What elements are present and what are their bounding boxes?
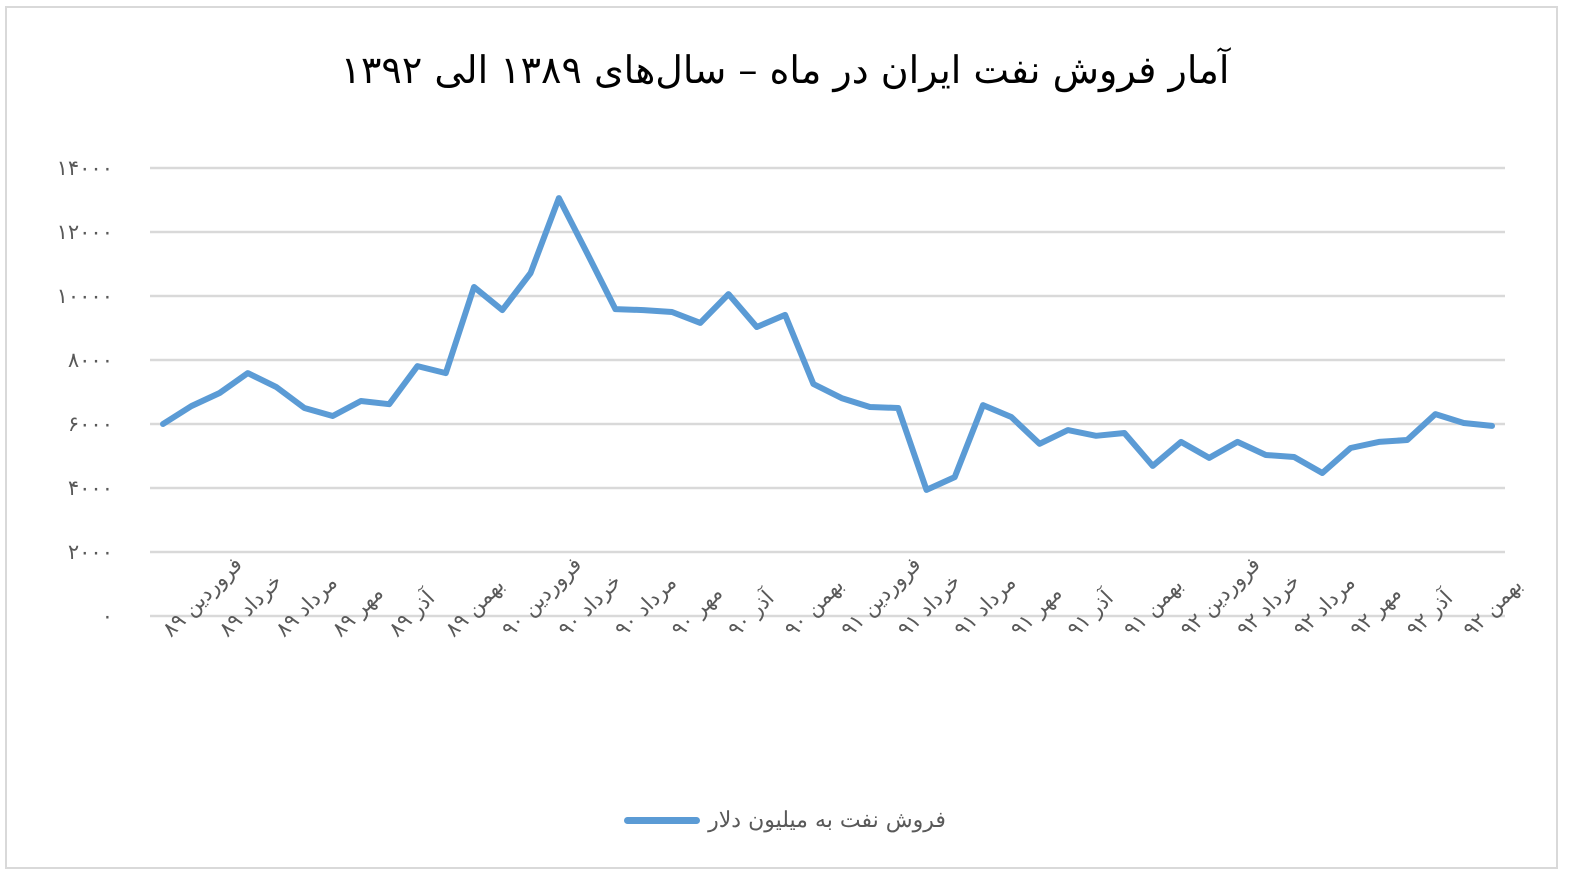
x-tick-label: بهمن ۹۲ [1458,573,1527,642]
legend: فروش نفت به میلیون دلار [0,808,1570,833]
legend-line-swatch [624,817,701,824]
legend-label: فروش نفت به میلیون دلار [708,808,946,833]
x-tick-label: آذر ۹۲ [1400,584,1458,642]
x-tick-label: آذر ۹۰ [722,584,780,642]
y-tick-label: ۸۰۰۰ [68,348,113,372]
y-tick-label: ۴۰۰۰ [68,476,113,500]
x-tick-label: آذر ۹۱ [1061,584,1119,642]
y-tick-label: ۱۲۰۰۰ [57,220,113,244]
x-tick-label: بهمن ۹۱ [1119,573,1188,642]
y-tick-label: ۲۰۰۰ [68,540,113,564]
series-line [160,195,1495,493]
y-tick-label: ۱۴۰۰۰ [57,156,113,180]
x-tick-label: آذر ۸۹ [382,584,440,642]
chart-title: آمار فروش نفت ایران در ماه – سال‌های ۱۳۸… [340,48,1230,92]
y-tick-label: ۶۰۰۰ [68,412,113,436]
y-tick-label: ۱۰۰۰۰ [57,284,113,308]
x-tick-label: بهمن ۸۹ [440,573,509,642]
chart-frame [5,6,1558,869]
x-tick-label: بهمن ۹۰ [780,573,849,642]
y-tick-label: ۰ [102,604,113,628]
